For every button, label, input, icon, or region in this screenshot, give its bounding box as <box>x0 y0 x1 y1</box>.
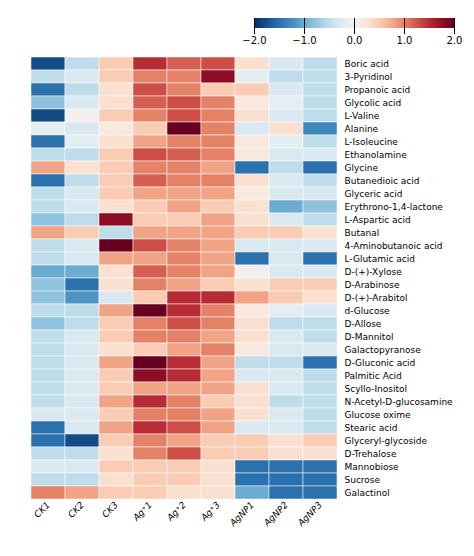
svg-text:Glycine: Glycine <box>345 163 379 173</box>
svg-text:L-Glutamic acid: L-Glutamic acid <box>345 254 415 264</box>
svg-text:Butanal: Butanal <box>345 228 380 238</box>
svg-text:L-Valine: L-Valine <box>345 111 380 121</box>
svg-text:Butanedioic acid: Butanedioic acid <box>345 176 420 186</box>
svg-text:Ag⁺1: Ag⁺1 <box>130 500 154 524</box>
svg-text:D-Trehalose: D-Trehalose <box>345 449 397 459</box>
svg-text:Scyllo-Inositol: Scyllo-Inositol <box>345 384 408 394</box>
svg-text:CK1: CK1 <box>32 500 52 520</box>
svg-text:Alanine: Alanine <box>345 124 379 134</box>
svg-text:N-Acetyl-D-glucosamine: N-Acetyl-D-glucosamine <box>345 397 454 407</box>
svg-text:d-Glucose: d-Glucose <box>345 306 391 316</box>
svg-text:Galactinol: Galactinol <box>345 488 390 498</box>
svg-text:2.0: 2.0 <box>447 35 463 46</box>
svg-text:D-Arabinose: D-Arabinose <box>345 280 400 290</box>
svg-text:D-Mannitol: D-Mannitol <box>345 332 394 342</box>
svg-text:Propanoic acid: Propanoic acid <box>345 85 411 95</box>
svg-text:Glyceryl-glycoside: Glyceryl-glycoside <box>345 436 428 446</box>
svg-text:Ag⁺2: Ag⁺2 <box>164 500 188 524</box>
svg-text:D-(+)-Arabitol: D-(+)-Arabitol <box>345 293 408 303</box>
svg-text:1.0: 1.0 <box>397 35 413 46</box>
svg-text:0.0: 0.0 <box>347 35 363 46</box>
svg-text:CK2: CK2 <box>66 500 86 520</box>
svg-text:Stearic acid: Stearic acid <box>345 423 398 433</box>
svg-text:4-Aminobutanoic acid: 4-Aminobutanoic acid <box>345 241 443 251</box>
svg-text:L-Isoleucine: L-Isoleucine <box>345 137 399 147</box>
svg-text:Erythrono-1,4-lactone: Erythrono-1,4-lactone <box>345 202 444 212</box>
svg-text:AgNP1: AgNP1 <box>227 500 256 529</box>
svg-text:Ag⁺3: Ag⁺3 <box>198 500 222 524</box>
svg-text:Glyceric acid: Glyceric acid <box>345 189 403 199</box>
svg-text:Palmitic Acid: Palmitic Acid <box>345 371 402 381</box>
svg-text:AgNP3: AgNP3 <box>295 500 324 529</box>
svg-text:Sucrose: Sucrose <box>345 475 381 485</box>
svg-text:−2.0: −2.0 <box>242 35 266 46</box>
svg-text:−1.0: −1.0 <box>292 35 316 46</box>
svg-text:3-Pyridinol: 3-Pyridinol <box>345 72 393 82</box>
svg-text:Mannobiose: Mannobiose <box>345 462 400 472</box>
svg-text:Boric acid: Boric acid <box>345 59 389 69</box>
svg-text:Galactopyranose: Galactopyranose <box>345 345 422 355</box>
svg-text:AgNP2: AgNP2 <box>261 500 290 529</box>
svg-text:CK3: CK3 <box>100 500 120 520</box>
svg-text:Ethanolamine: Ethanolamine <box>345 150 408 160</box>
svg-text:L-Aspartic acid: L-Aspartic acid <box>345 215 411 225</box>
svg-text:Glycolic acid: Glycolic acid <box>345 98 402 108</box>
svg-text:D-Allose: D-Allose <box>345 319 382 329</box>
svg-text:Glucose oxime: Glucose oxime <box>345 410 412 420</box>
svg-text:D-(+)-Xylose: D-(+)-Xylose <box>345 267 403 277</box>
svg-text:D-Gluconic acid: D-Gluconic acid <box>345 358 416 368</box>
